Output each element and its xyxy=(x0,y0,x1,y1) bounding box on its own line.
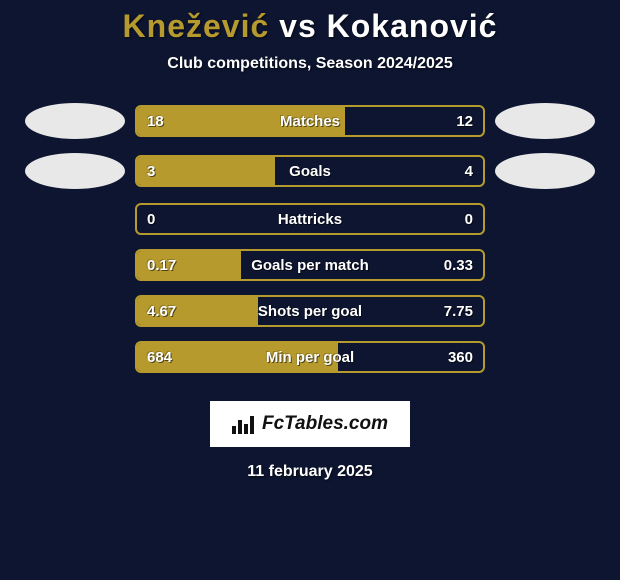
player1-avatar xyxy=(25,103,125,139)
stat-value-left: 684 xyxy=(137,349,197,366)
stat-label: Goals per match xyxy=(197,257,423,274)
player2-avatar xyxy=(495,103,595,139)
stat-value-left: 4.67 xyxy=(137,303,197,320)
stat-value-right: 4 xyxy=(423,163,483,180)
vs-separator: vs xyxy=(279,8,317,44)
date-stamp: 11 february 2025 xyxy=(247,463,372,481)
stat-label: Goals xyxy=(197,163,423,180)
stat-value-left: 18 xyxy=(137,113,197,130)
avatar-slot-right xyxy=(485,103,605,139)
player2-name: Kokanović xyxy=(327,8,498,44)
player1-name: Knežević xyxy=(123,8,270,44)
comparison-title: Knežević vs Kokanović xyxy=(123,8,498,45)
stat-label: Min per goal xyxy=(197,349,423,366)
bar-chart-icon xyxy=(232,414,254,434)
stat-value-right: 0 xyxy=(423,211,483,228)
stat-value-right: 360 xyxy=(423,349,483,366)
stat-row: 0.17Goals per match0.33 xyxy=(15,249,605,281)
stats-container: 18Matches12 3Goals4 0Hattricks0 0.17Goals p… xyxy=(15,103,605,387)
brand-text: FcTables.com xyxy=(262,413,388,435)
stat-bar: 0Hattricks0 xyxy=(135,203,485,235)
stat-value-left: 3 xyxy=(137,163,197,180)
stat-row: 18Matches12 xyxy=(15,103,605,139)
stat-row: 0Hattricks0 xyxy=(15,203,605,235)
stat-row: 4.67Shots per goal7.75 xyxy=(15,295,605,327)
stat-value-left: 0.17 xyxy=(137,257,197,274)
avatar-slot-left xyxy=(15,153,135,189)
stat-bar: 4.67Shots per goal7.75 xyxy=(135,295,485,327)
player2-avatar xyxy=(495,153,595,189)
stat-bar: 3Goals4 xyxy=(135,155,485,187)
avatar-slot-right xyxy=(485,153,605,189)
stat-value-right: 12 xyxy=(423,113,483,130)
stat-row: 684Min per goal360 xyxy=(15,341,605,373)
stat-bar: 684Min per goal360 xyxy=(135,341,485,373)
stat-value-left: 0 xyxy=(137,211,197,228)
stat-bar: 0.17Goals per match0.33 xyxy=(135,249,485,281)
stat-value-right: 7.75 xyxy=(423,303,483,320)
brand-badge: FcTables.com xyxy=(210,401,410,447)
stat-row: 3Goals4 xyxy=(15,153,605,189)
player1-avatar xyxy=(25,153,125,189)
stat-label: Shots per goal xyxy=(197,303,423,320)
subtitle: Club competitions, Season 2024/2025 xyxy=(167,55,452,73)
avatar-slot-left xyxy=(15,103,135,139)
stat-bar: 18Matches12 xyxy=(135,105,485,137)
stat-label: Hattricks xyxy=(197,211,423,228)
stat-label: Matches xyxy=(197,113,423,130)
stat-value-right: 0.33 xyxy=(423,257,483,274)
